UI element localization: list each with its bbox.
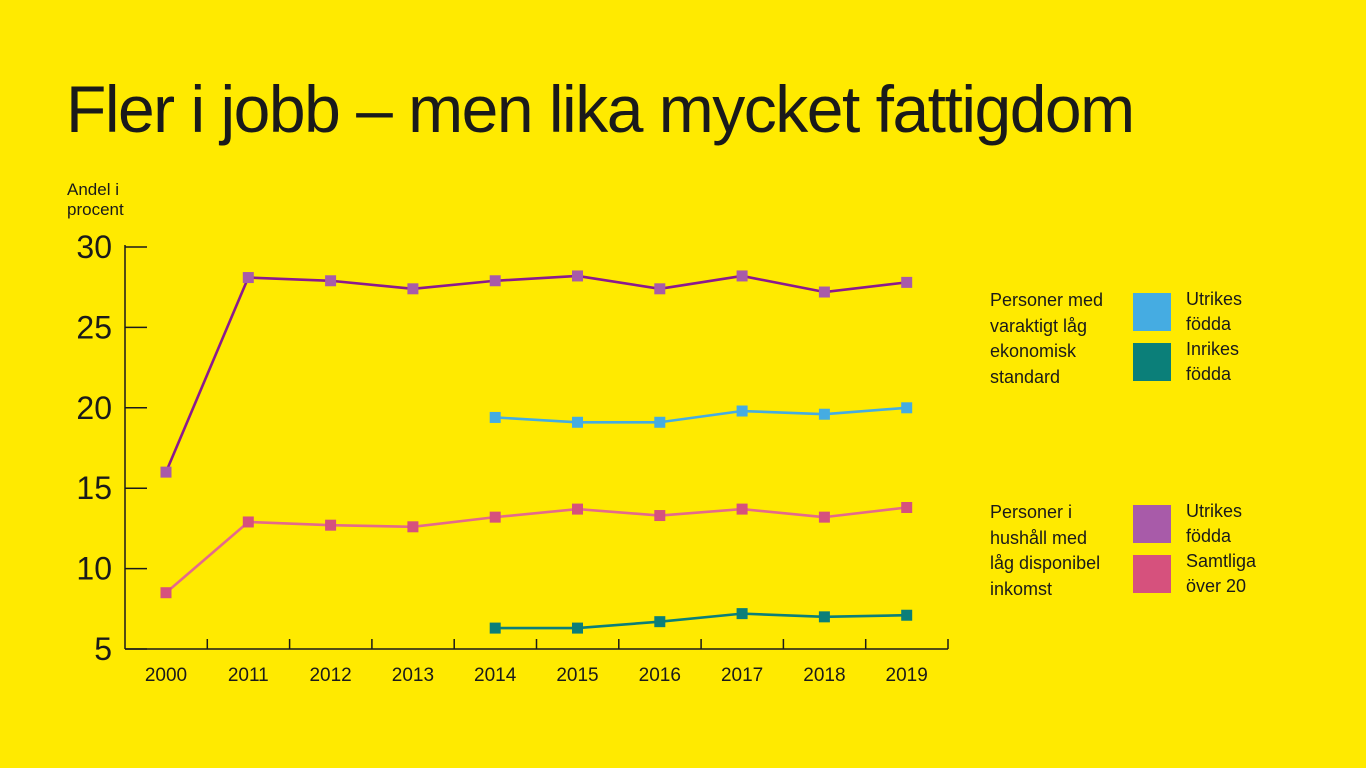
series-2 xyxy=(489,402,913,428)
legend-swatch xyxy=(1133,293,1171,331)
data-point xyxy=(818,511,830,523)
data-point xyxy=(901,276,913,288)
legend-item-label: Samtliga över 20 xyxy=(1186,551,1257,596)
data-point xyxy=(572,416,583,428)
data-point xyxy=(901,609,913,621)
data-point xyxy=(654,510,666,522)
x-tick-label: 2014 xyxy=(474,665,517,686)
data-point xyxy=(654,416,666,428)
x-tick-label: 2013 xyxy=(392,665,434,686)
legend-swatch xyxy=(1133,343,1171,381)
legend-swatch xyxy=(1133,555,1171,593)
data-point xyxy=(407,521,419,533)
data-point xyxy=(242,516,254,528)
x-tick-label: 2019 xyxy=(886,665,928,686)
data-point xyxy=(489,511,501,523)
series-line xyxy=(165,506,907,594)
data-point xyxy=(489,411,501,423)
series-line xyxy=(164,274,907,473)
x-tick-label: 2018 xyxy=(803,665,845,686)
data-point xyxy=(818,286,830,298)
data-point xyxy=(489,622,501,634)
data-point xyxy=(736,270,748,282)
data-point xyxy=(572,503,583,515)
y-tick-label: 15 xyxy=(76,470,112,506)
y-tick-label: 20 xyxy=(76,390,112,426)
x-tick-label: 2015 xyxy=(556,665,598,686)
legend-item-label: Inrikes födda xyxy=(1186,339,1240,384)
chart-axes: 5 10 15 20 25 30 2000 2011 2012 2013 2014 2015 2016 2… xyxy=(76,229,949,686)
x-tick-label: 2016 xyxy=(639,665,681,686)
data-point xyxy=(654,616,666,628)
data-point xyxy=(572,622,583,634)
data-point xyxy=(325,275,337,287)
y-tick-label: 25 xyxy=(76,309,112,345)
data-point xyxy=(160,587,172,599)
data-point xyxy=(736,608,748,620)
data-point xyxy=(654,283,666,295)
chart-title: Fler i jobb – men lika mycket fattigdom xyxy=(66,72,1135,146)
y-axis-label: Andel i procent xyxy=(67,180,124,219)
legend-group-description: Personer i hushåll med låg disponibel inkom… xyxy=(990,502,1101,599)
data-point xyxy=(325,519,337,531)
data-point xyxy=(489,275,501,287)
x-tick-label: 2012 xyxy=(309,665,351,686)
chart-series xyxy=(160,270,913,634)
data-point xyxy=(242,272,254,284)
data-point xyxy=(901,501,913,513)
series-line xyxy=(495,406,907,424)
data-point xyxy=(407,283,419,295)
x-tick-label: 2011 xyxy=(228,665,269,686)
series-3 xyxy=(160,501,913,599)
y-tick-label: 30 xyxy=(76,229,112,265)
data-point xyxy=(736,405,748,417)
series-4 xyxy=(489,608,913,634)
x-tick-label: 2000 xyxy=(145,665,187,686)
data-point xyxy=(818,408,830,420)
series-line xyxy=(495,612,907,630)
data-point xyxy=(818,611,830,623)
y-tick-label: 5 xyxy=(94,631,112,667)
x-tick-label: 2017 xyxy=(721,665,763,686)
data-point xyxy=(572,270,583,282)
legend-swatch xyxy=(1133,505,1171,543)
data-point xyxy=(736,503,748,515)
legend-item-label: Utrikes födda xyxy=(1186,289,1243,334)
data-point xyxy=(901,402,913,414)
series-1 xyxy=(160,270,913,478)
data-point xyxy=(160,466,172,478)
legend-item-label: Utrikes födda xyxy=(1186,501,1243,546)
legend-group-description: Personer med varaktigt låg ekonomisk standa… xyxy=(990,290,1104,387)
y-tick-label: 10 xyxy=(76,551,112,587)
